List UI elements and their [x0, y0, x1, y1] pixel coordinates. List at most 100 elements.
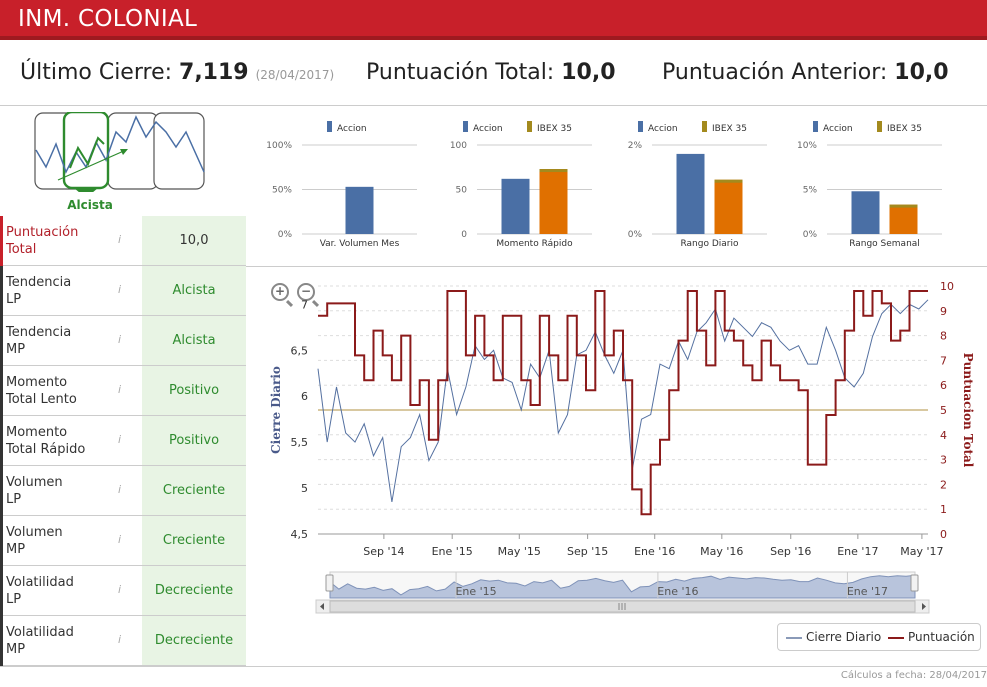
- legend-cierre-label: Cierre Diario: [806, 630, 882, 644]
- indicator-row: Puntuación Total i 10,0: [0, 216, 246, 266]
- indicator-label-line2: MP: [6, 542, 26, 557]
- chart-title: Rango Semanal: [849, 239, 920, 249]
- legend-swatch: [638, 121, 643, 132]
- y2-tick-label: 6: [940, 379, 947, 392]
- indicator-label: Volumen LP: [0, 466, 142, 516]
- y-tick-label: 10%: [797, 141, 817, 151]
- indicator-label: Volatilidad MP: [0, 616, 142, 666]
- legend-puntuacion-label: Puntuación: [908, 630, 975, 644]
- zoom-in-icon[interactable]: +: [271, 283, 289, 301]
- legend-swatch: [813, 121, 818, 132]
- divider: [0, 105, 987, 106]
- summary-bar: Último Cierre: 7,119 (28/04/2017) Puntua…: [0, 52, 987, 102]
- legend-label: Accion: [823, 124, 853, 134]
- divider: [246, 266, 987, 267]
- legend-label: Accion: [337, 124, 367, 134]
- indicator-value: Decreciente: [142, 616, 246, 665]
- trend-label: Alcista: [67, 198, 113, 212]
- y-tick-label: 4,5: [291, 528, 309, 541]
- info-icon[interactable]: i: [118, 483, 122, 496]
- x-tick-label: Sep '16: [770, 545, 811, 558]
- last-close-label: Último Cierre:: [20, 60, 173, 85]
- y-tick-label: 0%: [803, 230, 818, 240]
- y-tick-label: 6: [301, 390, 308, 403]
- y-tick-label: 0%: [628, 230, 643, 240]
- last-close-date: (28/04/2017): [255, 68, 335, 82]
- legend-cierre[interactable]: Cierre Diario: [786, 630, 881, 644]
- indicator-row: Volumen LP i Creciente: [0, 466, 246, 516]
- indicator-value: Positivo: [142, 366, 246, 415]
- info-icon[interactable]: i: [118, 583, 122, 596]
- info-icon[interactable]: i: [118, 433, 122, 446]
- info-icon[interactable]: i: [118, 383, 122, 396]
- x-tick-label: Ene '17: [837, 545, 878, 558]
- bar-ibex-35: [714, 179, 743, 234]
- bar-ibex-35: [889, 204, 918, 234]
- y-tick-label: 2%: [628, 141, 643, 151]
- legend-swatch: [463, 121, 468, 132]
- indicator-row: Volatilidad LP i Decreciente: [0, 566, 246, 616]
- navigator-handle-left[interactable]: [325, 574, 334, 592]
- bar-accion: [676, 153, 705, 234]
- indicator-label: Momento Total Lento: [0, 366, 142, 416]
- trend-icon: [34, 112, 205, 192]
- info-icon[interactable]: i: [118, 283, 122, 296]
- legend-label: Accion: [473, 124, 503, 134]
- x-tick-label: Sep '14: [363, 545, 404, 558]
- info-icon[interactable]: i: [118, 633, 122, 646]
- grip-icon: [618, 603, 626, 610]
- total-score-value: 10,0: [561, 60, 616, 85]
- legend-label: Accion: [648, 124, 678, 134]
- scroll-right-icon[interactable]: [922, 603, 926, 610]
- legend-swatch: [327, 121, 332, 132]
- y-tick-label: 0: [461, 230, 467, 240]
- total-score-label: Puntuación Total:: [366, 60, 555, 85]
- bar-cap: [889, 204, 918, 208]
- navigator-handle-right[interactable]: [910, 574, 919, 592]
- info-icon[interactable]: i: [118, 533, 122, 546]
- scroll-left-icon[interactable]: [320, 603, 324, 610]
- y-tick-label: 100: [450, 141, 467, 151]
- total-score: Puntuación Total: 10,0: [366, 60, 616, 85]
- indicator-label-line1: Puntuación: [6, 225, 79, 240]
- indicator-label-line1: Volumen: [6, 525, 63, 540]
- indicator-label: Puntuación Total: [0, 216, 142, 266]
- y2-axis-label: Puntuacion Total: [961, 353, 975, 468]
- indicator-label-line2: MP: [6, 642, 26, 657]
- y2-tick-label: 8: [940, 330, 947, 343]
- navigator-area: [329, 574, 916, 599]
- indicator-label: Tendencia LP: [0, 266, 142, 316]
- indicator-label-line2: Total Rápido: [6, 442, 86, 457]
- y-tick-label: 7: [301, 298, 308, 311]
- indicator-value: Positivo: [142, 416, 246, 465]
- x-tick-label: May '17: [900, 545, 943, 558]
- y2-tick-label: 9: [940, 305, 947, 318]
- indicator-value: 10,0: [142, 216, 246, 265]
- indicator-list: Puntuación Total i 10,0 Tendencia LP i Alcista T…: [0, 216, 246, 666]
- indicator-label: Volumen MP: [0, 516, 142, 566]
- header-bar: INM. COLONIAL: [0, 0, 987, 40]
- indicator-row: Momento Total Rápido i Positivo: [0, 416, 246, 466]
- indicator-label-line1: Volumen: [6, 475, 63, 490]
- indicator-label-line1: Tendencia: [6, 325, 72, 340]
- legend-swatch: [702, 121, 707, 132]
- last-close: Último Cierre: 7,119 (28/04/2017): [20, 60, 334, 85]
- indicator-value: Alcista: [142, 266, 246, 315]
- previous-score: Puntuación Anterior: 10,0: [662, 60, 949, 85]
- chart-title: Rango Diario: [680, 239, 739, 249]
- legend-puntuacion[interactable]: Puntuación: [888, 630, 975, 644]
- zoom-out-icon[interactable]: −: [297, 283, 315, 301]
- indicator-row: Tendencia LP i Alcista: [0, 266, 246, 316]
- bar-cap: [539, 169, 568, 173]
- x-tick-label: May '16: [700, 545, 743, 558]
- y-tick-label: 50%: [272, 186, 292, 196]
- indicator-row: Volatilidad MP i Decreciente: [0, 616, 246, 666]
- indicator-row: Tendencia MP i Alcista: [0, 316, 246, 366]
- y-tick-label: 50: [456, 186, 468, 196]
- info-icon[interactable]: i: [118, 233, 122, 246]
- info-icon[interactable]: i: [118, 333, 122, 346]
- indicator-label-line2: LP: [6, 492, 22, 507]
- x-tick-label: Ene '15: [432, 545, 473, 558]
- price-score-chart: 0 1 2 3 4 5 6 7 8 9 10 4,5 5 5,5 6 6,5 7 Cierre Diario Pun…: [269, 280, 975, 614]
- y2-tick-label: 1: [940, 503, 947, 516]
